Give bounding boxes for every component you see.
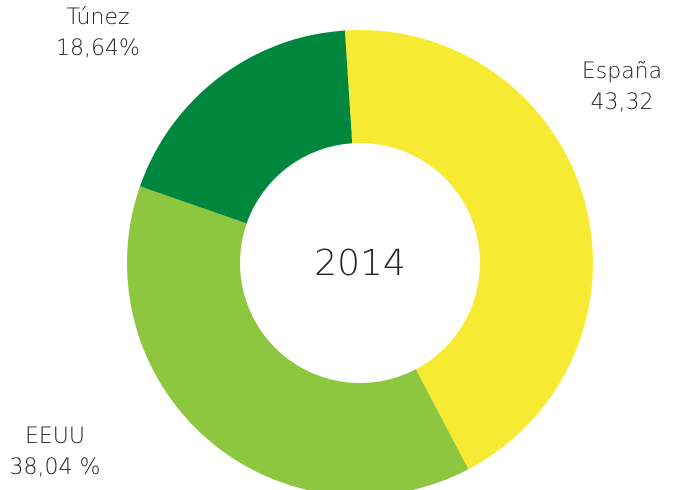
donut-slice — [139, 30, 353, 224]
slice-label: EEUU — [25, 424, 85, 449]
donut-slice — [127, 186, 469, 490]
slice-label: España — [582, 59, 662, 84]
slice-value-label: 18,64% — [56, 36, 140, 61]
donut-slice — [344, 30, 593, 470]
slice-value-label: 43,32 — [591, 90, 654, 115]
slice-value-label: 38,04 % — [10, 455, 101, 480]
center-label: 2014 — [314, 243, 406, 284]
slice-label: Túnez — [66, 5, 129, 30]
